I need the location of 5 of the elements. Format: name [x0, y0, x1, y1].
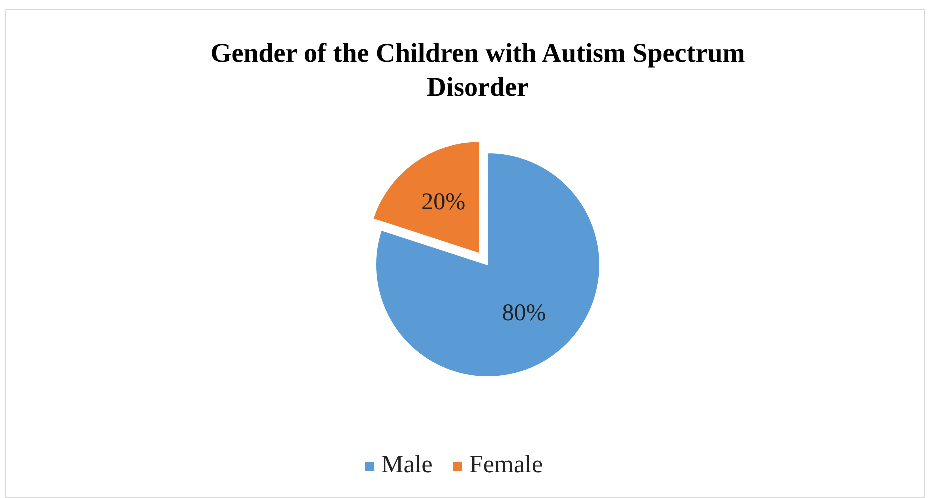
legend-label: Male	[382, 452, 433, 479]
data-label: 80%	[502, 300, 546, 326]
data-label: 20%	[422, 189, 466, 216]
chart-title: Gender of the Children with Autism Spectrum Disorder	[210, 38, 746, 102]
legend-label: Female	[470, 452, 544, 479]
